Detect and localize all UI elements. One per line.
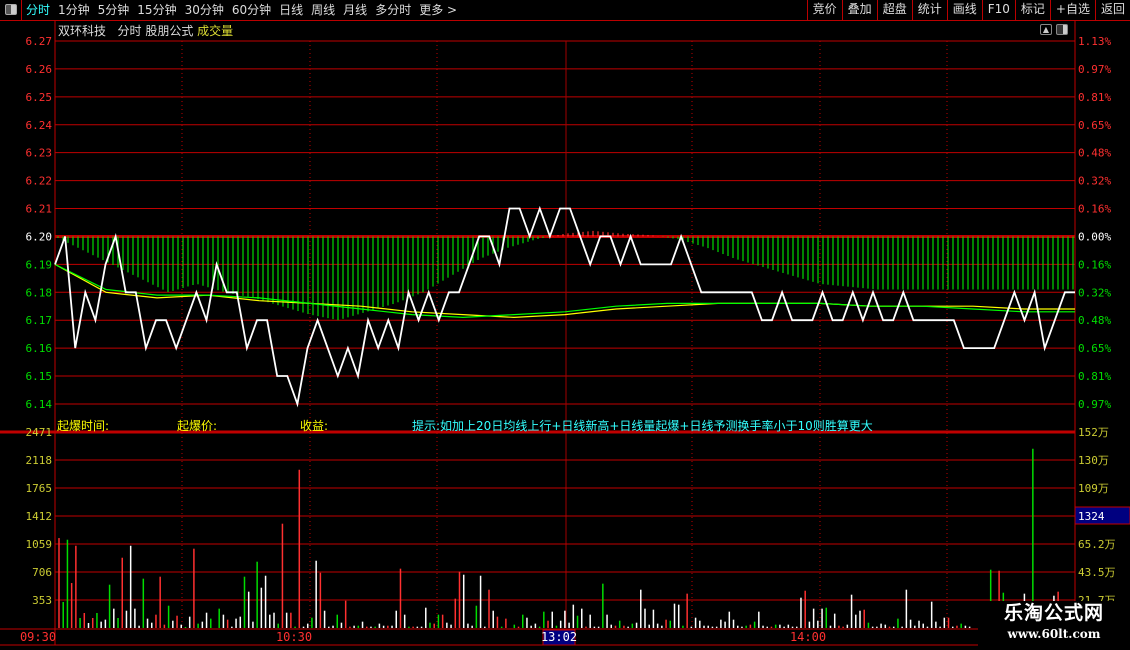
- percent-tick-label: 0.16%: [1078, 203, 1111, 216]
- percent-tick-label: 0.16%: [1078, 258, 1111, 271]
- period-tab[interactable]: 5分钟: [97, 3, 130, 17]
- volume-tick-label: 2471: [26, 426, 53, 439]
- window-icons: ▲: [1040, 24, 1068, 35]
- volume-tick-label: 353: [32, 594, 52, 607]
- toolbar-button[interactable]: 返回: [1094, 0, 1130, 20]
- time-readout-box: [542, 629, 576, 646]
- volume-readout-box: [1074, 506, 1130, 525]
- toolbar: 分时 1分钟 5分钟 15分钟 30分钟 60分钟 日线 周线 月线 多分时 更多 > 竞价 叠加 超盘…: [0, 0, 1130, 21]
- toolbar-button[interactable]: 叠加: [841, 0, 877, 20]
- time-tick-label: 10:30: [276, 630, 312, 644]
- toolbar-button[interactable]: 超盘: [876, 0, 912, 20]
- toolbar-button[interactable]: +自选: [1049, 0, 1095, 20]
- period-tab[interactable]: 月线: [343, 3, 368, 17]
- toolbar-button[interactable]: 统计: [911, 0, 947, 20]
- price-tick-label: 6.27: [26, 35, 53, 48]
- volume-tick-label: 706: [32, 566, 52, 579]
- volume-right-tick-label: 130万: [1078, 454, 1109, 467]
- trigger-time-label: 起爆时间:: [57, 419, 110, 433]
- toolbar-button[interactable]: 画线: [946, 0, 982, 20]
- price-tick-label: 6.21: [26, 203, 53, 216]
- period-tab[interactable]: 更多 >: [419, 3, 458, 17]
- chart-mode: 分时: [117, 24, 142, 38]
- formula-name[interactable]: 股朋公式: [145, 24, 194, 38]
- toolbar-button[interactable]: 竞价: [806, 0, 842, 20]
- trigger-price-label: 起爆价:: [177, 419, 218, 433]
- percent-tick-label: 1.13%: [1078, 35, 1111, 48]
- percent-tick-label: 0.65%: [1078, 119, 1111, 132]
- volume-readout: 1324: [1078, 510, 1105, 523]
- volume-right-tick-label: 65.2万: [1078, 538, 1116, 551]
- watermark-logo: 乐淘公式网 www.60lt.com: [978, 601, 1130, 650]
- stock-name: 双环科技: [58, 24, 107, 38]
- time-tick-label: 09:30: [20, 630, 56, 644]
- period-tab[interactable]: 分时: [26, 3, 51, 17]
- profit-label: 收益:: [300, 419, 329, 433]
- volume-tick-label: 2118: [26, 454, 53, 467]
- price-tick-label: 6.18: [26, 286, 53, 299]
- price-tick-label: 6.23: [26, 147, 53, 160]
- price-tick-label: 6.26: [26, 63, 53, 76]
- percent-tick-label: 0.81%: [1078, 91, 1111, 104]
- percent-tick-label: 0.00%: [1078, 230, 1111, 243]
- volume-right-tick-label: 43.5万: [1078, 566, 1116, 579]
- volume-right-tick-label: 152万: [1078, 426, 1109, 439]
- indicator-name[interactable]: 成交量: [197, 24, 234, 38]
- volume-tick-label: 1765: [26, 482, 53, 495]
- toolbar-right-buttons: 竞价 叠加 超盘 统计 画线 F10 标记 +自选 返回: [806, 0, 1130, 20]
- period-tab[interactable]: 30分钟: [184, 3, 224, 17]
- toolbar-button[interactable]: F10: [981, 0, 1015, 20]
- price-tick-label: 6.19: [26, 258, 53, 271]
- volume-tick-label: 1412: [26, 510, 53, 523]
- price-line: [54, 205, 1075, 408]
- percent-tick-label: 0.32%: [1078, 175, 1111, 188]
- scroll-up-icon[interactable]: ▲: [1040, 24, 1052, 35]
- panel-toggle-icon[interactable]: [1056, 24, 1068, 35]
- price-tick-label: 6.17: [26, 314, 53, 327]
- toolbar-button[interactable]: 标记: [1014, 0, 1050, 20]
- period-tab[interactable]: 60分钟: [231, 3, 272, 17]
- price-tick-label: 6.16: [26, 342, 53, 355]
- price-tick-label: 6.14: [26, 398, 53, 411]
- price-tick-label: 6.15: [26, 370, 53, 383]
- percent-tick-label: 0.65%: [1078, 342, 1111, 355]
- chart-title: 双环科技 分时 股朋公式 成交量: [58, 22, 233, 39]
- time-tick-label: 14:00: [790, 630, 826, 644]
- percent-tick-label: 0.48%: [1078, 147, 1111, 160]
- percent-tick-label: 0.48%: [1078, 314, 1111, 327]
- percent-tick-label: 0.97%: [1078, 63, 1111, 76]
- time-readout: 13:02: [541, 630, 577, 644]
- period-tab[interactable]: 日线: [279, 3, 304, 17]
- period-tab[interactable]: 多分时: [375, 3, 412, 17]
- percent-tick-label: 0.32%: [1078, 286, 1111, 299]
- period-tab[interactable]: 1分钟: [58, 3, 90, 17]
- price-tick-label: 6.24: [26, 119, 53, 132]
- avg-price-line-green: [54, 263, 1075, 319]
- volume-right-tick-label: 109万: [1078, 482, 1109, 495]
- price-tick-label: 6.20: [26, 230, 53, 243]
- period-tab[interactable]: 15分钟: [137, 3, 177, 17]
- price-tick-label: 6.25: [26, 91, 53, 104]
- tip-text: 提示:如加上20日均线上行+日线新高+日线量起爆+日线予测换手率小于10则胜算更…: [412, 419, 873, 433]
- price-tick-label: 6.22: [26, 175, 53, 188]
- period-tab[interactable]: 周线: [311, 3, 336, 17]
- period-tabs: 分时 1分钟 5分钟 15分钟 30分钟 60分钟 日线 周线 月线 多分时 更多 >: [26, 2, 465, 18]
- percent-tick-label: 0.97%: [1078, 398, 1111, 411]
- percent-tick-label: 0.81%: [1078, 370, 1111, 383]
- sidebar-toggle-icon[interactable]: [0, 0, 22, 20]
- volume-tick-label: 1059: [26, 538, 53, 551]
